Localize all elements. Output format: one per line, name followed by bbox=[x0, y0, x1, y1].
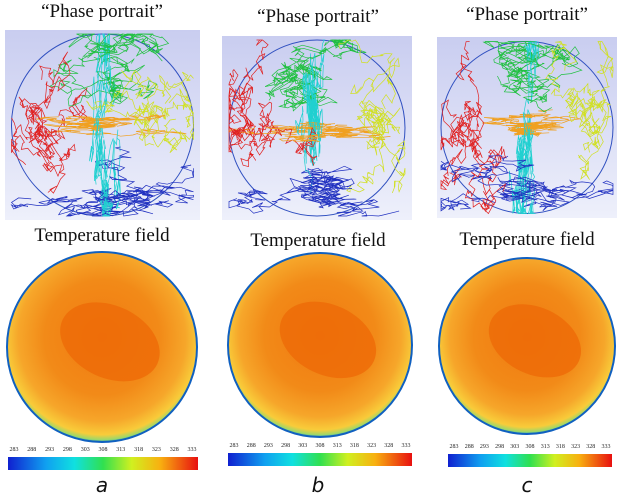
colorbar-tick: 333 bbox=[188, 447, 197, 453]
colorbar-tick: 318 bbox=[556, 444, 565, 450]
colorbar-tick: 283 bbox=[10, 447, 19, 453]
colorbar-tick: 283 bbox=[450, 444, 459, 450]
colorbar-tick: 303 bbox=[510, 444, 519, 450]
colorbar-tick: 293 bbox=[45, 447, 54, 453]
colorbar-tick: 328 bbox=[170, 447, 179, 453]
colorbar-tick: 318 bbox=[134, 447, 143, 453]
panel-label: c bbox=[522, 473, 533, 497]
colorbar-tick: 328 bbox=[586, 444, 595, 450]
colorbar-tick: 288 bbox=[27, 447, 36, 453]
colorbar-tick: 288 bbox=[465, 444, 474, 450]
portrait-title: “Phase portrait” bbox=[257, 6, 379, 27]
portrait-title: “Phase portrait” bbox=[466, 4, 588, 25]
colorbar-tick: 308 bbox=[99, 447, 108, 453]
colorbar-tick: 313 bbox=[333, 443, 342, 449]
colorbar-tick: 323 bbox=[367, 443, 376, 449]
figure: “Phase portrait” Temperature field 283 288 2… bbox=[0, 0, 622, 502]
colorbar-tick: 313 bbox=[116, 447, 125, 453]
colorbar-tick: 308 bbox=[526, 444, 535, 450]
field-title: Temperature field bbox=[34, 225, 170, 246]
colorbar-tick: 313 bbox=[541, 444, 550, 450]
colorbar bbox=[448, 454, 612, 467]
colorbar-tick: 323 bbox=[152, 447, 161, 453]
colorbar-tick: 328 bbox=[384, 443, 393, 449]
colorbar-tick: 288 bbox=[247, 443, 256, 449]
colorbar-tick: 333 bbox=[602, 444, 611, 450]
colorbar-tick: 298 bbox=[281, 443, 290, 449]
field-title: Temperature field bbox=[459, 229, 595, 250]
colorbar-tick: 303 bbox=[298, 443, 307, 449]
panel-label: b bbox=[312, 473, 325, 497]
colorbar-tick: 303 bbox=[81, 447, 90, 453]
colorbar-tick: 293 bbox=[480, 444, 489, 450]
colorbar bbox=[228, 453, 412, 466]
field-title: Temperature field bbox=[250, 230, 386, 251]
colorbar-tick: 323 bbox=[571, 444, 580, 450]
colorbar-tick: 293 bbox=[264, 443, 273, 449]
colorbar bbox=[8, 457, 198, 470]
colorbar-tick: 308 bbox=[316, 443, 325, 449]
panel-label: a bbox=[96, 473, 108, 497]
colorbar-tick: 298 bbox=[495, 444, 504, 450]
colorbar-tick: 283 bbox=[230, 443, 239, 449]
colorbar-tick: 318 bbox=[350, 443, 359, 449]
colorbar-tick: 298 bbox=[63, 447, 72, 453]
colorbar-tick: 333 bbox=[402, 443, 411, 449]
portrait-title: “Phase portrait” bbox=[41, 1, 163, 22]
